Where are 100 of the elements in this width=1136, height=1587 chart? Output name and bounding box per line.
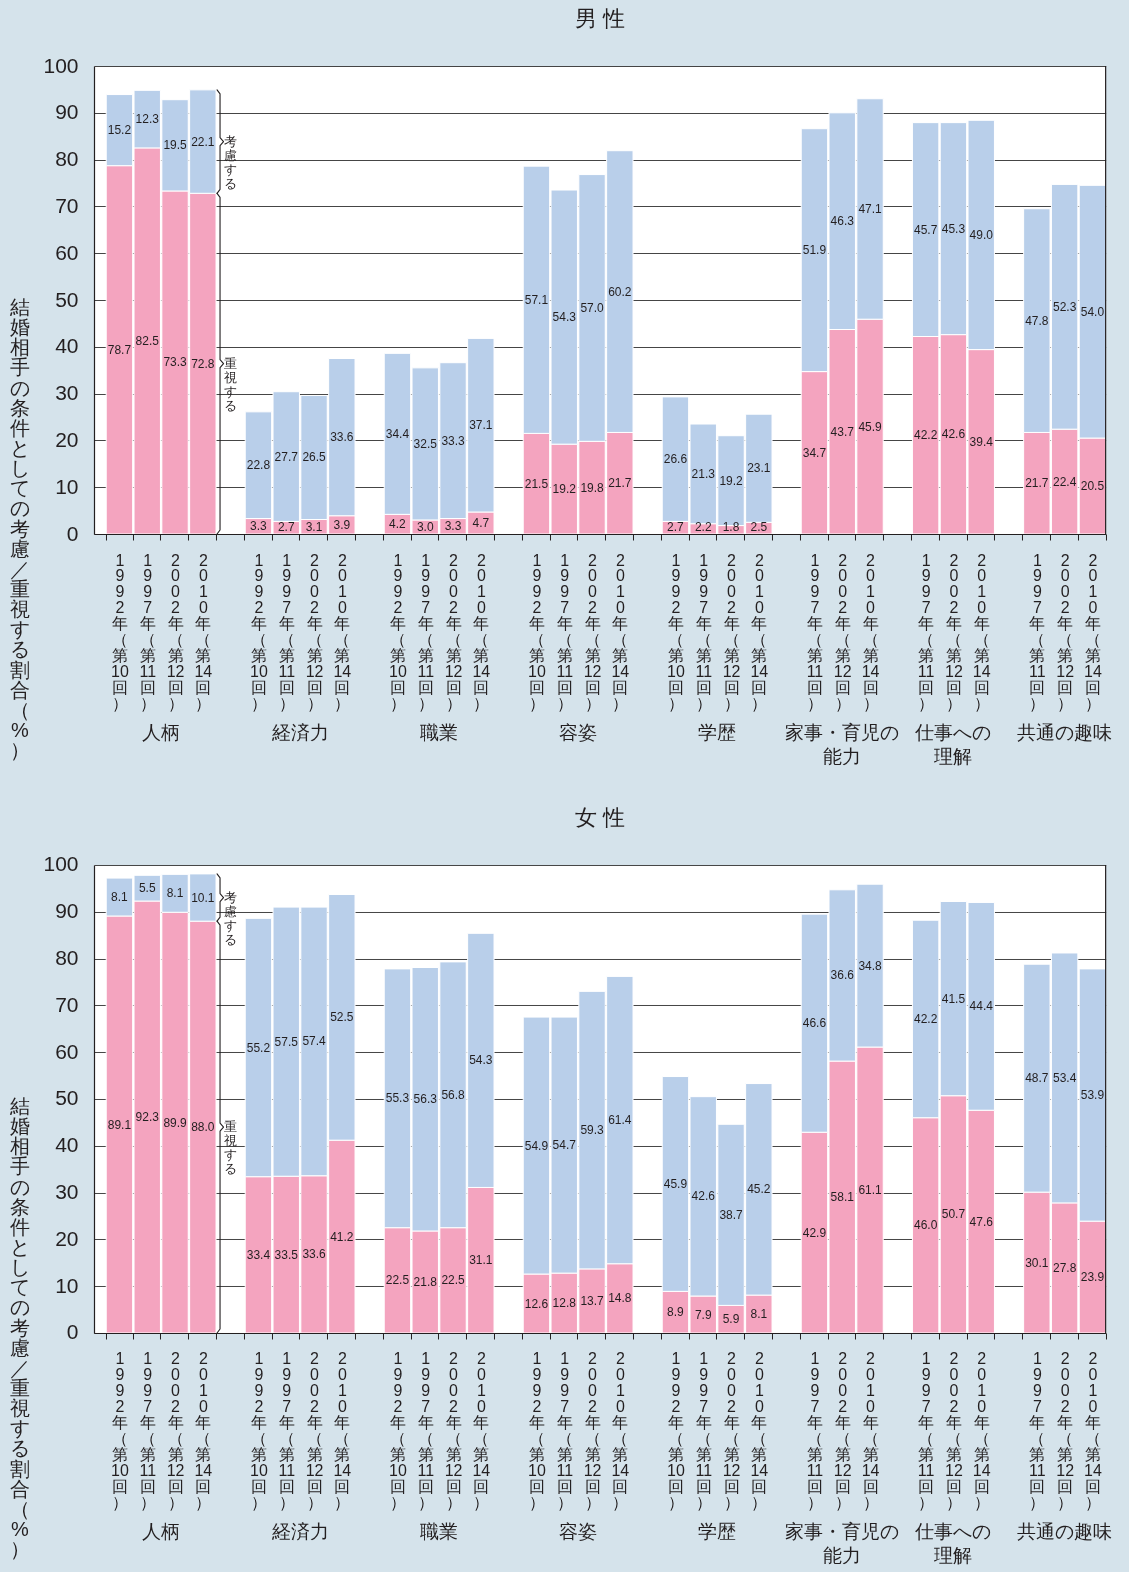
text: 容姿	[559, 1521, 598, 1542]
data-label: 52.5	[330, 1010, 354, 1025]
data-label: 21.3	[691, 466, 716, 481]
category-label: 1997年（第11回）	[695, 551, 713, 713]
y-tick-label: 0	[66, 521, 79, 545]
data-label: 19.2	[719, 473, 744, 488]
data-label: 19.5	[163, 138, 188, 153]
data-label: 57.0	[580, 300, 605, 315]
data-label: 27.7	[274, 449, 299, 464]
category-label: 2002年（第12回）	[945, 551, 963, 713]
data-label: 61.1	[858, 1183, 883, 1198]
category-label: 1997年（第11回）	[1029, 551, 1046, 713]
data-label: 53.9	[1080, 1088, 1105, 1103]
category-label: 1992年（第10回）	[111, 551, 129, 713]
category-label: 2002年（第12回）	[166, 1350, 185, 1512]
category-label: 2002年（第12回）	[583, 551, 602, 713]
data-label: 56.3	[413, 1092, 438, 1107]
text: 共通の趣味	[1017, 722, 1113, 743]
data-label: 26.6	[663, 452, 688, 467]
data-label: 3.1	[305, 519, 323, 534]
text: 経済力	[270, 722, 329, 743]
data-label: 54.7	[552, 1138, 577, 1153]
data-label: 32.5	[413, 436, 438, 451]
data-label: 55.3	[385, 1091, 410, 1106]
data-label: 60.2	[608, 284, 632, 299]
data-label: 61.4	[608, 1113, 632, 1128]
data-label: 8.1	[111, 890, 129, 905]
data-label: 21.7	[1025, 476, 1049, 491]
data-label: 8.1	[750, 1307, 768, 1322]
data-label: 10.1	[191, 890, 215, 905]
data-label: 38.7	[719, 1207, 744, 1222]
data-label: 73.3	[163, 355, 188, 370]
category-label: 1997年（第11回）	[417, 1350, 435, 1512]
data-label: 23.9	[1080, 1270, 1105, 1285]
category-label: 1997年（第11回）	[139, 551, 157, 713]
data-label: 51.9	[802, 243, 827, 258]
data-label: 34.7	[802, 445, 827, 460]
category-label: 2002年（第12回）	[1056, 1350, 1075, 1512]
category-label: 2010年（第14回）	[861, 1350, 880, 1512]
data-label: 46.3	[830, 214, 855, 229]
category-label: 2002年（第12回）	[583, 1350, 602, 1512]
category-label: 1992年（第10回）	[389, 551, 407, 713]
data-label: 53.4	[1052, 1070, 1077, 1085]
data-label: 2.7	[667, 520, 685, 534]
data-label: 12.3	[135, 112, 160, 127]
data-label: 78.7	[107, 342, 132, 357]
y-tick-label: 100	[43, 852, 79, 876]
text: 人柄	[142, 1521, 181, 1542]
category-label: 2010年（第14回）	[472, 551, 491, 713]
category-label: 2002年（第12回）	[722, 551, 741, 713]
category-label: 2010年（第14回）	[333, 1350, 352, 1512]
data-label: 54.3	[469, 1053, 493, 1068]
data-label: 42.2	[913, 428, 938, 443]
data-label: 33.6	[302, 1247, 327, 1262]
y-tick-label: 30	[55, 1180, 79, 1204]
y-tick-label: 0	[66, 1320, 79, 1344]
text: 職業	[420, 722, 459, 743]
category-label: 2002年（第12回）	[166, 551, 185, 713]
y-tick-label: 30	[55, 381, 79, 405]
text: 結婚相手の条件としての考慮／重視する割合（%）	[10, 1095, 30, 1561]
data-label: 56.8	[441, 1087, 466, 1102]
category-label: 1997年（第11回）	[417, 551, 435, 713]
data-label: 47.6	[969, 1214, 994, 1229]
data-label: 45.7	[913, 222, 938, 237]
data-label: 27.8	[1052, 1260, 1077, 1275]
category-label: 1997年（第11回）	[278, 551, 296, 713]
text: 家事・育児の能力	[785, 1521, 900, 1566]
category-label: 1992年（第10回）	[667, 551, 685, 713]
category-label: 1992年（第10回）	[250, 1350, 268, 1512]
y-tick-label: 80	[55, 147, 79, 171]
text: 結婚相手の条件としての考慮／重視する割合（%）	[10, 296, 30, 762]
data-label: 52.3	[1052, 299, 1077, 314]
data-label: 45.3	[941, 221, 966, 236]
data-label: 39.4	[969, 434, 994, 449]
data-label: 23.1	[747, 461, 771, 476]
y-tick-label: 60	[55, 240, 79, 264]
data-label: 22.8	[246, 458, 271, 473]
data-label: 19.2	[552, 482, 577, 497]
data-label: 21.8	[413, 1274, 438, 1289]
y-tick-label: 10	[55, 474, 79, 498]
category-label: 2010年（第14回）	[194, 1350, 213, 1512]
category-label: 2010年（第14回）	[194, 551, 213, 713]
data-label: 82.5	[135, 333, 160, 348]
y-tick-label: 50	[55, 287, 79, 311]
category-label: 1992年（第10回）	[528, 551, 546, 713]
data-label: 3.0	[416, 519, 434, 534]
category-label: 2002年（第12回）	[444, 551, 463, 713]
data-label: 19.8	[580, 480, 605, 495]
data-label: 22.5	[385, 1273, 410, 1288]
category-label: 2010年（第14回）	[611, 551, 630, 713]
data-label: 34.8	[858, 958, 883, 973]
y-tick-label: 50	[55, 1086, 79, 1110]
data-label: 45.9	[663, 1176, 688, 1191]
category-label: 2010年（第14回）	[972, 551, 991, 713]
category-label: 2010年（第14回）	[1084, 1350, 1102, 1512]
data-label: 1.8	[722, 520, 740, 534]
data-label: 5.9	[722, 1312, 740, 1327]
category-label: 2002年（第12回）	[444, 1350, 463, 1512]
data-label: 12.8	[552, 1296, 577, 1311]
data-label: 22.4	[1052, 474, 1077, 489]
